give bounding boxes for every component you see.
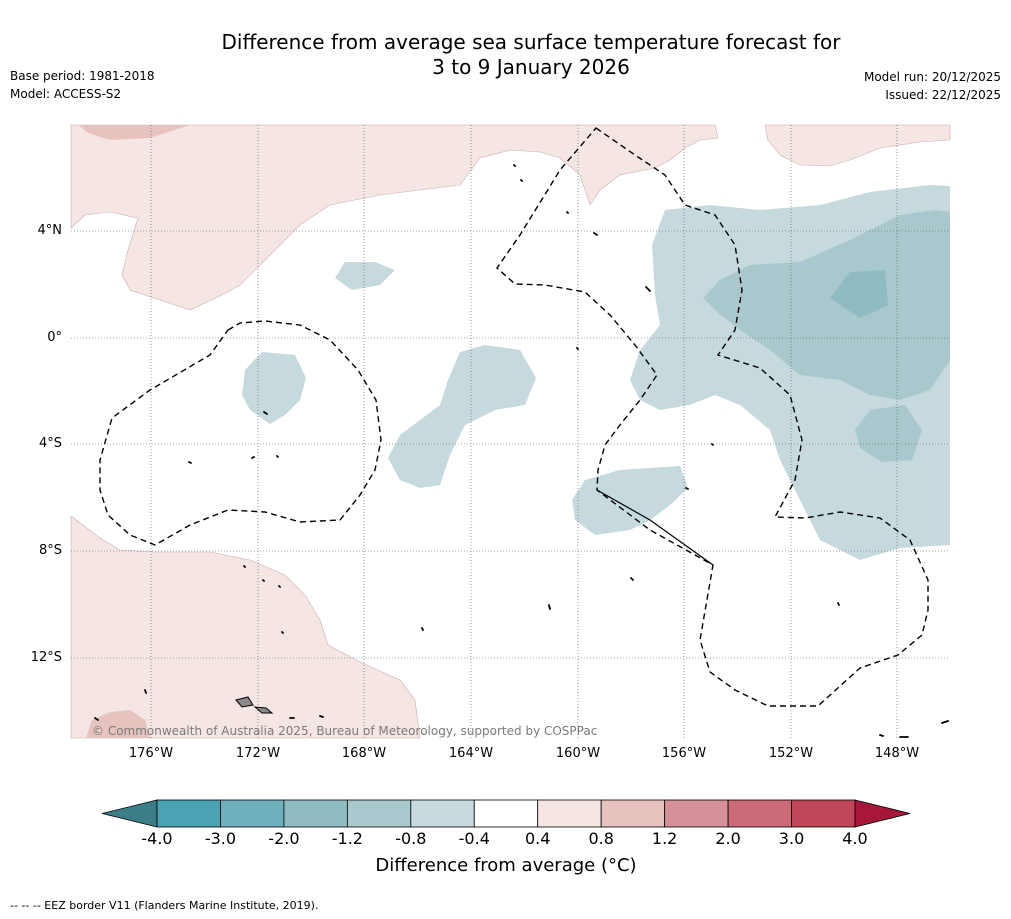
lon-label-160w: 160°W [555,746,601,761]
island-samoa-west [235,696,254,708]
cool-region-south [572,466,688,535]
cool-patch-north [335,262,395,290]
colorbar-bin [727,799,792,828]
colorbar-bin [220,799,285,828]
colorbar-tick-label: 2.0 [715,829,741,848]
islands [94,164,949,738]
colorbar-title: Difference from average (°C) [375,855,637,876]
colorbar-tick-label: -4.0 [141,829,173,848]
base-period: Base period: 1981-2018 [10,69,155,83]
cooler-patch-southeast [855,405,922,462]
lon-label-164w: 164°W [448,746,494,761]
colorbar-tick-label: 1.2 [651,829,678,848]
eez-footnote: -- -- -- EEZ border V11 (Flanders Marine… [10,899,319,912]
lat-label-4n: 4°N [37,223,63,238]
lat-label-8s: 8°S [38,543,62,558]
colorbar-tick-label: 3.0 [778,829,805,848]
colorbar-bin [346,799,412,828]
lon-label-152w: 152°W [768,746,814,761]
colorbar-extend-high [854,799,911,828]
colorbar-bin [664,799,729,828]
graticule [71,125,950,738]
colorbar-extend-low [101,799,158,828]
cool-region-central [388,345,536,488]
lon-label-168w: 168°W [341,746,387,761]
map-title: Difference from average sea surface temp… [0,30,1011,80]
colorbar-bin [156,799,221,828]
model-name: Model: ACCESS-S2 [10,87,122,101]
colorbar-bin [283,799,348,828]
coolest-patch [830,270,888,318]
model-run: Model run: 20/12/2025 [863,70,1001,84]
colorbar-tick-label: -2.0 [268,829,300,848]
lon-label-148w: 148°W [874,746,920,761]
warm-region-northeast [764,124,951,167]
island-dots [94,164,949,738]
eez-tokelau [99,320,382,546]
eez-solid-segment [596,489,714,566]
colorbar-tick-label: 0.4 [524,829,551,848]
colorbar-tick-label: -1.2 [331,829,363,848]
lon-label-176w: 176°W [128,746,174,761]
island-samoa-east [253,706,274,714]
lat-label-0: 0° [47,330,62,345]
colorbar-bin [410,799,475,828]
colorbar-tick-label: -3.0 [204,829,237,848]
cooler-region-east [703,210,950,400]
meta-right: Model run: 20/12/2025 Issued: 22/12/2025 [864,68,1001,104]
colorbar-tick-label: 4.0 [842,829,868,848]
colorbar-tick-label: 0.8 [588,829,614,848]
eez-phoenix-line [496,127,929,707]
warm-patch-northwest [78,125,190,140]
colorbar-bin [473,799,539,828]
warm-region-north [70,124,719,311]
colorbar [101,799,911,828]
meta-left: Base period: 1981-2018 Model: ACCESS-S2 [10,67,155,103]
title-line-2: 3 to 9 January 2026 [432,55,630,79]
copyright-notice: © Commonwealth of Australia 2025, Bureau… [92,724,598,738]
colorbar-bin [791,799,856,828]
issued-date: Issued: 22/12/2025 [885,88,1001,102]
lat-label-12s: 12°S [30,650,62,665]
lon-label-172w: 172°W [235,746,281,761]
eez-borders [99,127,929,707]
colorbar-bin [537,799,602,828]
title-line-1: Difference from average sea surface temp… [221,30,841,54]
lat-label-4s: 4°S [38,436,62,451]
lon-label-156w: 156°W [661,746,707,761]
warm-patch-southwest [86,710,150,738]
colorbar-tick-label: -0.4 [458,829,490,848]
colorbar-bin [600,799,666,828]
cool-patch-west [242,352,306,424]
colorbar-tick-label: -0.8 [395,829,427,848]
